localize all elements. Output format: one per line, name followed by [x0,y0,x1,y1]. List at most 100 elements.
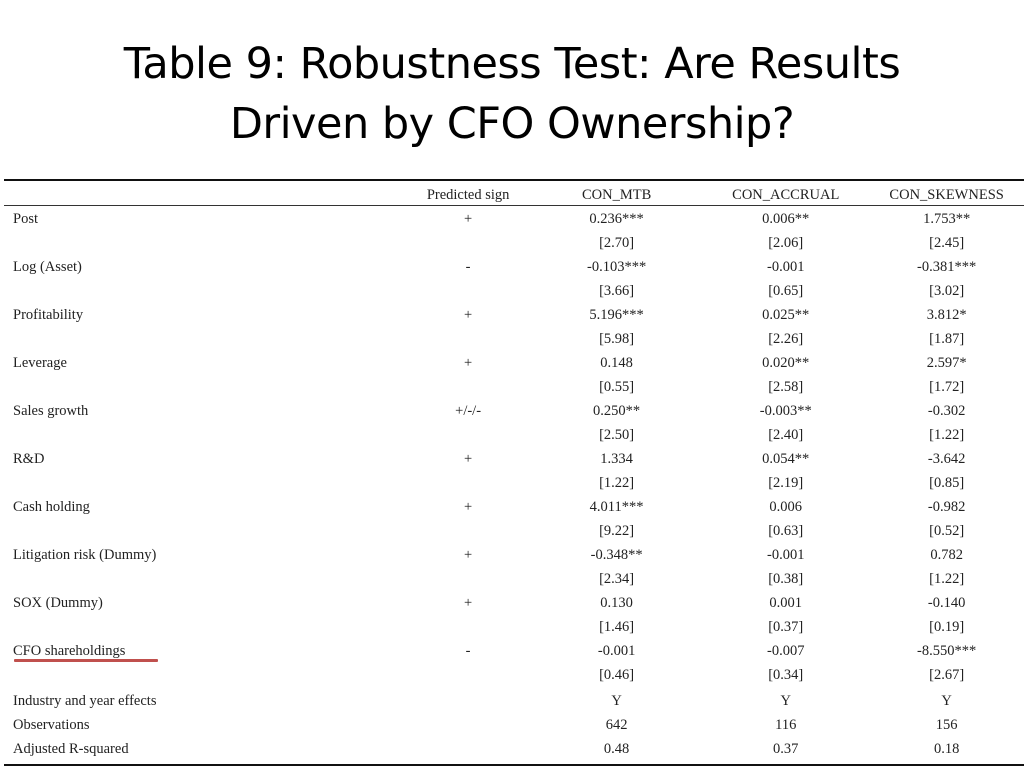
coefficient-cell: -0.103*** [586,259,647,275]
predicted-sign-cell: - [465,643,471,659]
table-footer-row: Adjusted R-squared 0.48 0.37 0.18 [4,737,1024,761]
coefficient-cell: 0.025** [762,307,810,323]
coefficient-cell: -3.642 [927,451,966,467]
footer-sign-empty [405,713,531,737]
coefficient-cell: -0.001 [597,643,636,659]
predicted-sign-empty [405,327,531,351]
table-row: Leverage +0.148 0.020** 2.597* [4,351,1024,375]
predicted-sign-empty [405,615,531,639]
t-stat-cell: [0.34] [768,667,804,683]
coefficient-cell: -0.348** [590,547,643,563]
predicted-sign-empty [405,471,531,495]
t-stat-cell: [0.52] [929,523,965,539]
table-row: Sales growth +/-/- 0.250** -0.003** -0.302 [4,399,1024,423]
t-stat-cell: [0.19] [929,619,965,635]
row-label-empty [4,423,405,447]
row-label: Litigation risk (Dummy) [13,547,157,563]
footer-label: Adjusted R-squared [13,741,129,757]
row-label: Cash holding [13,499,90,515]
table-row-tstat: [1.22] [2.19] [0.85] [4,471,1024,495]
footer-sign-empty [405,687,531,713]
t-stat-cell: [2.34] [599,571,635,587]
coefficient-cell: -0.007 [767,643,805,659]
t-stat-cell: [1.72] [929,379,965,395]
row-label: Profitability [13,307,84,323]
t-stat-cell: [0.85] [929,475,965,491]
t-stat-cell: [0.38] [768,571,804,587]
t-stat-cell: [2.40] [768,427,804,443]
predicted-sign-empty [405,663,531,687]
predicted-sign-cell: + [464,499,473,515]
footer-value-cell: 0.37 [773,741,799,757]
row-label-empty [4,615,405,639]
table-row: Log (Asset) - -0.103*** -0.001 -0.381*** [4,255,1024,279]
table-row-tstat: [2.70] [2.06] [2.45] [4,231,1024,255]
table-row-tstat: [0.55] [2.58] [1.72] [4,375,1024,399]
predicted-sign-cell: + [464,595,473,611]
t-stat-cell: [1.87] [929,331,965,347]
row-label: R&D [13,451,45,467]
t-stat-cell: [1.22] [929,427,965,443]
t-stat-cell: [1.22] [929,571,965,587]
table-row: Litigation risk (Dummy) + -0.348** -0.001 0.… [4,543,1024,567]
predicted-sign-cell: - [465,259,471,275]
header-predicted-sign: Predicted sign [426,187,510,203]
row-label-empty [4,471,405,495]
t-stat-cell: [2.67] [929,667,965,683]
coefficient-cell: 3.812* [926,307,967,323]
coefficient-cell: -0.003** [759,403,812,419]
t-stat-cell: [3.02] [929,283,965,299]
row-label-empty [4,279,405,303]
footer-value-cell: Y [941,693,952,709]
t-stat-cell: [2.26] [768,331,804,347]
t-stat-cell: [2.58] [768,379,804,395]
table-top-rule [4,179,1024,181]
coefficient-cell: 0.250** [593,403,641,419]
table-footer-row: Observations 642 116 156 [4,713,1024,737]
table-row-tstat: [1.46] [0.37] [0.19] [4,615,1024,639]
table-row: Profitability +5.196*** 0.025** 3.812* [4,303,1024,327]
predicted-sign-cell: + [464,211,473,227]
coefficient-cell: 0.001 [769,595,803,611]
footer-label: Industry and year effects [13,693,157,709]
row-label-empty [4,519,405,543]
results-table: Predicted sign CON_MTB CON_ACCRUAL CON_S… [4,183,1024,761]
t-stat-cell: [0.37] [768,619,804,635]
coefficient-cell: -0.982 [927,499,966,515]
predicted-sign-empty [405,375,531,399]
coefficient-cell: 0.782 [930,547,963,563]
predicted-sign-empty [405,567,531,591]
t-stat-cell: [0.63] [768,523,804,539]
t-stat-cell: [1.22] [599,475,635,491]
row-label: Sales growth [13,403,89,419]
row-label-empty [4,231,405,255]
row-label: Log (Asset) [13,259,82,275]
t-stat-cell: [0.65] [768,283,804,299]
t-stat-cell: [2.45] [929,235,965,251]
coefficient-cell: 0.054** [762,451,810,467]
table-body: Post +0.236*** 0.006** 1.753** [2.70] [2.06][… [4,207,1024,761]
table-header-rule [4,205,1024,206]
row-label: SOX (Dummy) [13,595,103,611]
header-con-skewness: CON_SKEWNESS [889,187,1004,203]
coefficient-cell: -0.302 [927,403,966,419]
coefficient-cell: 2.597* [926,355,967,371]
predicted-sign-cell: + [464,547,473,563]
predicted-sign-cell: + [464,307,473,323]
t-stat-cell: [9.22] [599,523,635,539]
predicted-sign-empty [405,279,531,303]
footer-value-cell: Y [611,693,622,709]
coefficient-cell: 1.753** [923,211,971,227]
header-con-accrual: CON_ACCRUAL [732,187,840,203]
footer-value-cell: 116 [775,717,797,733]
row-label-empty [4,567,405,591]
predicted-sign-cell: +/-/- [455,403,482,419]
row-label-empty [4,663,405,687]
coefficient-cell: 0.130 [600,595,633,611]
table-row: Cash holding +4.011*** 0.006 -0.982 [4,495,1024,519]
highlight-underline [14,659,158,662]
table-bottom-rule [4,764,1024,766]
table-row: Post +0.236*** 0.006** 1.753** [4,207,1024,231]
predicted-sign-empty [405,231,531,255]
coefficient-cell: 1.334 [600,451,633,467]
